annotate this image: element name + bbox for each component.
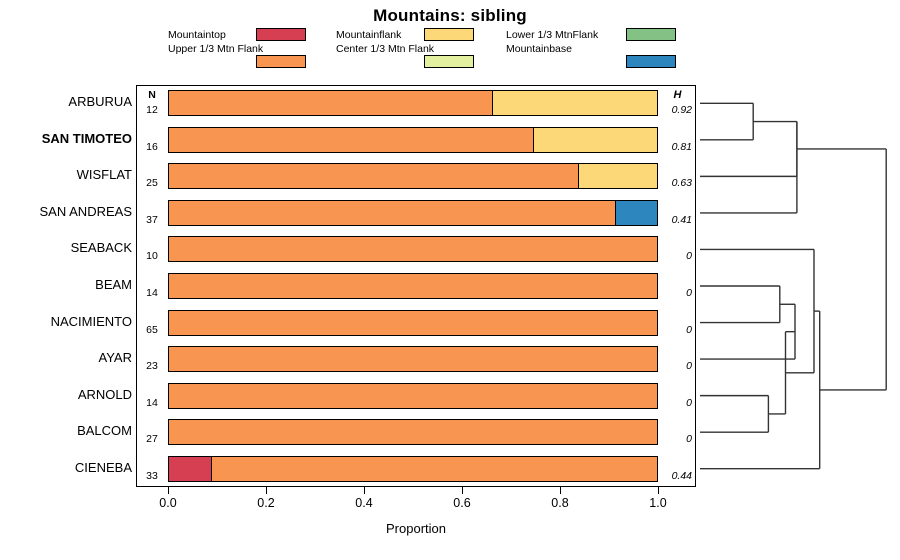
category-label: BALCOM [77, 423, 132, 439]
x-axis: 0.0 0.2 0.4 0.6 0.8 1.0 [136, 487, 696, 527]
category-label: NACIMIENTO [50, 313, 132, 329]
category-label: SAN ANDREAS [39, 203, 132, 219]
bar-row [168, 236, 658, 263]
n-value: 33 [146, 469, 158, 482]
x-tick-label: 0.2 [257, 496, 275, 510]
bar-segment [492, 90, 658, 117]
dendrogram [700, 85, 900, 487]
x-tick-label: 0.6 [453, 496, 471, 510]
h-value: 0 [686, 433, 692, 446]
h-value: 0.63 [671, 177, 692, 190]
legend-swatch-icon [626, 28, 676, 41]
h-column: H 0.92 0.81 0.63 0.41 0 0 0 0 0 0 0.44 [660, 85, 695, 487]
h-value: 0 [686, 396, 692, 409]
n-column-header: N [148, 89, 156, 101]
bar-row [168, 382, 658, 409]
n-value: 12 [146, 104, 158, 117]
bar-row [168, 273, 658, 299]
h-value: 0.44 [671, 469, 692, 482]
x-tick-mark [462, 487, 463, 494]
bar-row [168, 419, 658, 446]
n-value: 14 [146, 396, 158, 409]
n-value: 37 [146, 213, 158, 226]
bar-segment [614, 199, 658, 226]
bar-segment [532, 126, 658, 153]
bar-segment [168, 455, 213, 482]
x-tick-mark [658, 487, 659, 494]
dendrogram-svg [700, 102, 887, 470]
legend-swatch-icon [424, 28, 474, 41]
category-label: BEAM [95, 277, 132, 292]
bar-segment [168, 236, 658, 263]
n-column: N 12 16 25 37 10 14 65 23 14 27 33 [137, 85, 167, 487]
n-value: 25 [146, 177, 158, 190]
h-value: 0 [686, 287, 692, 299]
n-value: 23 [146, 360, 158, 373]
legend-swatch-icon [424, 55, 474, 68]
legend-item-label: Center 1/3 Mtn Flank [336, 43, 435, 55]
x-tick-label: 0.0 [159, 496, 177, 510]
legend-item-label: Upper 1/3 Mtn Flank [168, 43, 264, 55]
h-column-header: H [673, 89, 682, 101]
category-label: SEABACK [70, 240, 132, 256]
bar-row [168, 199, 658, 226]
n-value: 10 [146, 250, 158, 263]
x-axis-title: Proportion [386, 521, 446, 536]
bar-segment [578, 163, 658, 190]
stacked-bars [168, 85, 658, 487]
category-label: AYAR [98, 350, 132, 366]
bar-segment [168, 309, 658, 336]
legend: Mountaintop Upper 1/3 Mtn Flank Mountain… [168, 28, 676, 68]
h-value: 0 [686, 323, 692, 336]
legend-swatch-icon [256, 55, 306, 68]
page-title: Mountains: sibling [373, 6, 527, 25]
bar-row [168, 126, 658, 153]
legend-item-label: Mountainbase [506, 43, 572, 55]
h-value: 0.41 [671, 213, 692, 226]
n-value: 65 [146, 323, 158, 336]
h-value: 0.92 [671, 104, 692, 117]
bar-row [168, 346, 658, 373]
bar-segment [168, 346, 658, 373]
category-axis-labels: ARBURUA SAN TIMOTEO WISFLAT SAN ANDREAS SEAB… [0, 85, 132, 487]
bar-segment [210, 455, 658, 482]
bar-segment [168, 126, 535, 153]
n-value: 16 [146, 140, 158, 153]
bar-row [168, 455, 658, 482]
bar-segment [168, 90, 494, 117]
legend-item-label: Mountaintop [168, 29, 226, 41]
category-label: SAN TIMOTEO [41, 130, 132, 146]
x-tick-mark [168, 487, 169, 494]
x-tick-label: 0.8 [551, 496, 569, 510]
category-label: WISFLAT [76, 167, 132, 183]
x-tick-mark [266, 487, 267, 494]
bar-row [168, 163, 658, 190]
h-value: 0 [686, 360, 692, 373]
h-value: 0 [686, 250, 692, 263]
bar-segment [168, 163, 580, 190]
h-value: 0.81 [671, 140, 692, 153]
n-value: 14 [146, 287, 158, 299]
category-label: ARNOLD [77, 386, 132, 402]
category-label: CIENEBA [74, 459, 132, 475]
legend-item-label: Lower 1/3 MtnFlank [506, 29, 599, 41]
bar-segment [168, 199, 617, 226]
x-tick-mark [364, 487, 365, 494]
n-value: 27 [146, 433, 158, 446]
category-label: ARBURUA [68, 94, 132, 110]
legend-item-label: Mountainflank [336, 29, 402, 41]
bar-segment [168, 419, 658, 446]
legend-swatch-icon [626, 55, 676, 68]
bar-segment [168, 382, 658, 409]
bar-segment [168, 273, 658, 299]
x-tick-mark [560, 487, 561, 494]
bar-row [168, 90, 658, 117]
bar-row [168, 309, 658, 336]
x-tick-label: 0.4 [355, 496, 373, 510]
x-tick-label: 1.0 [649, 496, 667, 510]
legend-swatch-icon [256, 28, 306, 41]
